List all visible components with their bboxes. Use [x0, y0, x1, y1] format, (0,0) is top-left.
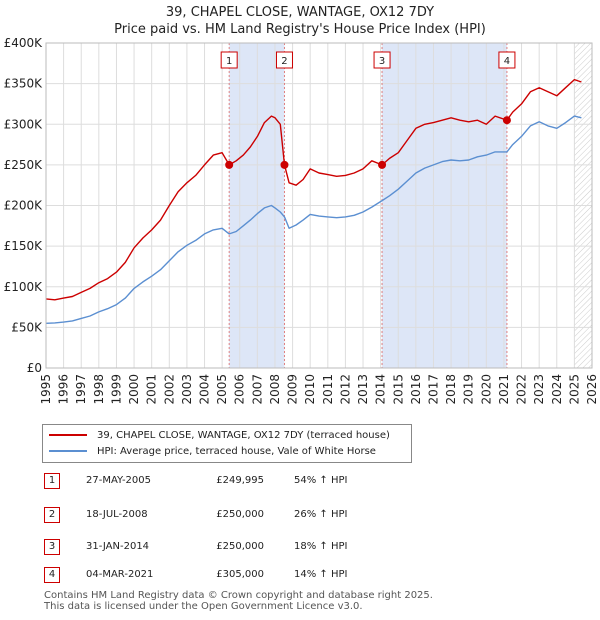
price-chart: £0 £50K £100K £150K £200K £250K £300K £350K £400… [4, 36, 599, 405]
legend-item-hpi: HPI: Average price, terraced house, Vale… [49, 445, 376, 459]
sale-date: 27-MAY-2005 [86, 475, 152, 486]
sale-hpi-change: 14% ↑ HPI [294, 569, 348, 580]
sale-label-number: 4 [504, 56, 510, 67]
footer-line2: This data is licensed under the Open Gov… [44, 601, 363, 612]
sale-label-box [220, 51, 238, 69]
sale-number-badge: 4 [44, 567, 60, 583]
sale-price: £250,000 [216, 541, 264, 552]
x-tick-label: 2011 [321, 374, 335, 405]
sale-price: £249,995 [216, 475, 264, 486]
x-tick-label: 1998 [92, 374, 106, 405]
sale-label-number: 2 [281, 56, 287, 67]
x-tick-label: 2024 [550, 374, 564, 405]
sale-number-badge: 2 [44, 507, 60, 523]
y-tick-label: £200K [4, 199, 44, 213]
x-tick-label: 2025 [567, 374, 581, 405]
x-tick-label: 1996 [57, 374, 71, 405]
x-tick-label: 2005 [215, 374, 229, 405]
x-tick-label: 2013 [356, 374, 370, 405]
x-tick-label: 2020 [479, 374, 493, 405]
sale-hpi-change: 18% ↑ HPI [294, 541, 348, 552]
sale-label-box [275, 51, 293, 69]
x-tick-label: 2010 [303, 374, 317, 405]
sale-label-number: 3 [379, 56, 385, 67]
x-tick-label: 2000 [127, 374, 141, 405]
sale-date: 18-JUL-2008 [86, 509, 148, 520]
legend-label-property: 39, CHAPEL CLOSE, WANTAGE, OX12 7DY (ter… [97, 430, 390, 441]
y-tick-label: £100K [4, 280, 44, 294]
x-tick-label: 2006 [233, 374, 247, 405]
x-tick-label: 2021 [497, 374, 511, 405]
x-tick-label: 2022 [515, 374, 529, 405]
legend-swatch-hpi [49, 450, 87, 452]
sale-row: 2 18-JUL-2008 £250,000 26% ↑ HPI [44, 507, 484, 525]
y-tick-label: £250K [4, 158, 44, 172]
sale-row: 1 27-MAY-2005 £249,995 54% ↑ HPI [44, 473, 484, 491]
chart-title-line1: 39, CHAPEL CLOSE, WANTAGE, OX12 7DY [165, 5, 435, 20]
sale-date: 04-MAR-2021 [86, 569, 154, 580]
x-tick-label: 2017 [426, 374, 440, 405]
x-tick-label: 2018 [444, 374, 458, 405]
x-tick-label: 2008 [268, 374, 282, 405]
x-tick-label: 2003 [180, 374, 194, 405]
chart-title: 39, CHAPEL CLOSE, WANTAGE, OX12 7DY Pric… [0, 4, 600, 38]
sale-point [502, 116, 511, 125]
sale-point [280, 160, 289, 169]
sale-hpi-change: 54% ↑ HPI [294, 475, 348, 486]
legend: 39, CHAPEL CLOSE, WANTAGE, OX12 7DY (ter… [42, 424, 412, 463]
x-tick-label: 2014 [374, 374, 388, 405]
sale-date: 31-JAN-2014 [86, 541, 150, 552]
y-tick-label: £300K [4, 117, 44, 131]
y-tick-label: £400K [4, 36, 44, 50]
sale-price: £305,000 [216, 569, 264, 580]
sale-point [225, 160, 234, 169]
plot-border [45, 42, 593, 369]
x-tick-label: 2019 [462, 374, 476, 405]
sale-label-box [373, 51, 391, 69]
x-tick-label: 2015 [391, 374, 405, 405]
legend-item-property: 39, CHAPEL CLOSE, WANTAGE, OX12 7DY (ter… [49, 429, 390, 443]
sale-hpi-change: 26% ↑ HPI [294, 509, 348, 520]
x-tick-label: 2023 [532, 374, 546, 405]
x-tick-label: 2026 [585, 374, 599, 405]
sale-number-badge: 3 [44, 539, 60, 555]
x-tick-label: 2002 [162, 374, 176, 405]
hpi-series-line [45, 115, 582, 324]
sale-number-badge: 1 [44, 473, 60, 489]
y-tick-label: £50K [11, 320, 43, 334]
x-tick-label: 1999 [109, 374, 123, 405]
x-tick-label: 2001 [145, 374, 159, 405]
x-tick-label: 2016 [409, 374, 423, 405]
sale-price: £250,000 [216, 509, 264, 520]
sale-row: 3 31-JAN-2014 £250,000 18% ↑ HPI [44, 539, 484, 557]
sale-label-box [498, 51, 516, 69]
property-series-line [45, 78, 582, 301]
x-tick-label: 2004 [198, 374, 212, 405]
sale-row: 4 04-MAR-2021 £305,000 14% ↑ HPI [44, 567, 484, 585]
legend-label-hpi: HPI: Average price, terraced house, Vale… [97, 446, 376, 457]
x-tick-label: 1997 [74, 374, 88, 405]
y-tick-label: £350K [4, 77, 44, 91]
y-tick-label: £150K [4, 239, 44, 253]
x-tick-label: 2009 [286, 374, 300, 405]
footer: Contains HM Land Registry data © Crown c… [44, 590, 433, 612]
x-tick-label: 1995 [39, 374, 53, 405]
chart-title-line2: Price paid vs. HM Land Registry's House … [114, 22, 486, 37]
sale-label-number: 1 [226, 56, 232, 67]
footer-line1: Contains HM Land Registry data © Crown c… [44, 590, 433, 601]
sale-point [378, 160, 387, 169]
legend-swatch-property [49, 434, 87, 436]
x-tick-label: 2012 [338, 374, 352, 405]
y-tick-label: £0 [27, 361, 42, 375]
x-tick-label: 2007 [250, 374, 264, 405]
